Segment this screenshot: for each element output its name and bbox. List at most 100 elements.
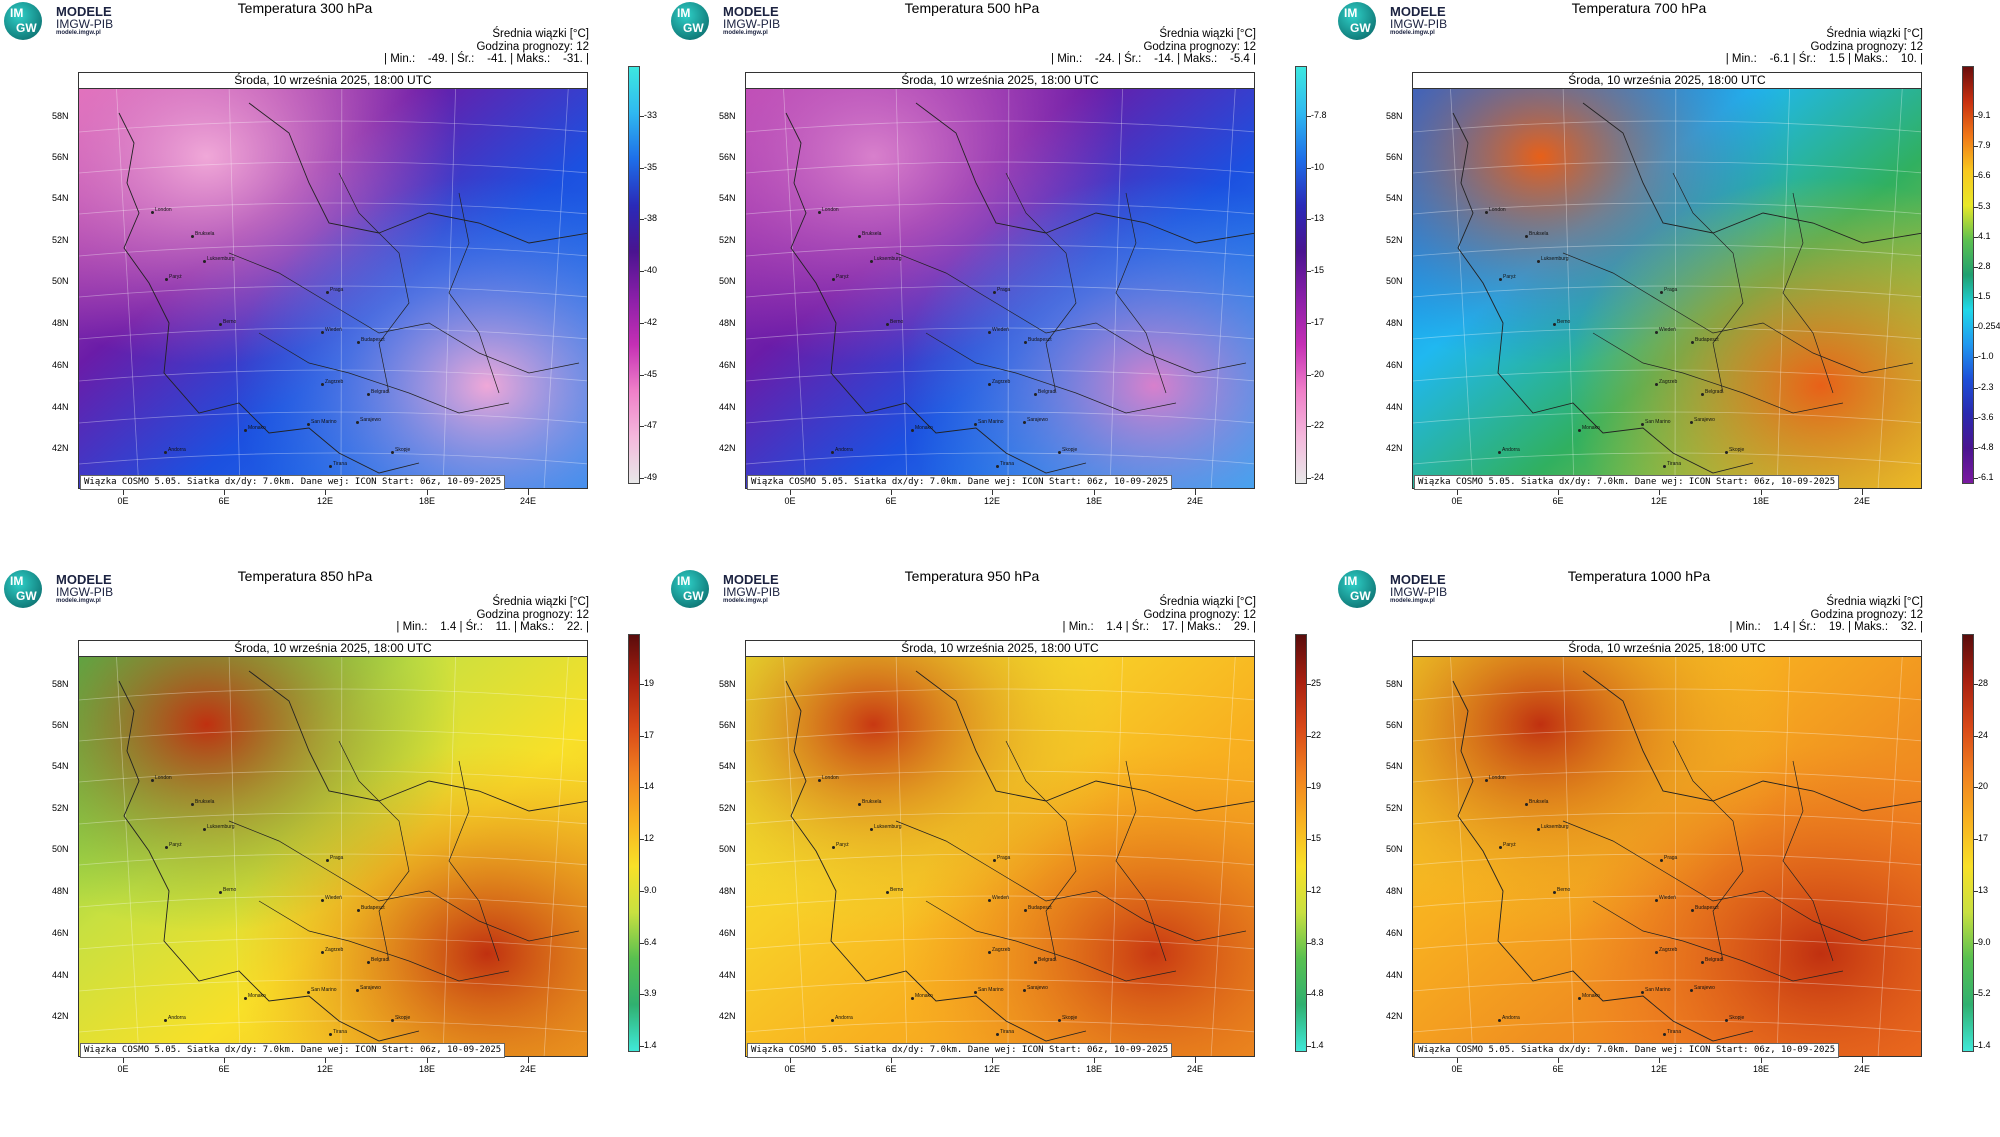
colorbar-tick xyxy=(640,168,644,169)
map-area[interactable]: London Bruksela Paryż Luksemburg Berno Praga W… xyxy=(78,640,588,1057)
city-marker xyxy=(988,899,991,902)
city-label: San Marino xyxy=(978,987,1004,993)
colorbar-label: 4.1 xyxy=(1978,231,1991,241)
logo-line3: modele.imgw.pl xyxy=(56,598,101,604)
min-mean-max: | Min.: -49. | Śr.: -41. | Maks.: -31. | xyxy=(384,53,589,65)
panel-title: Temperatura 300 hPa xyxy=(237,0,373,16)
colorbar-tick xyxy=(1974,237,1978,238)
city-label: Sarajewo xyxy=(360,985,381,991)
stats-box: Średnia wiązki [°C] Godzina prognozy: 12 |… xyxy=(1726,28,1923,66)
city-marker xyxy=(886,323,889,326)
colorbar-tick xyxy=(1307,426,1311,427)
model-footer: Wiązka COSMO 5.05. Siatka dx/dy: 7.0km. … xyxy=(747,1043,1173,1058)
map-area[interactable]: London Bruksela Paryż Luksemburg Berno Praga W… xyxy=(78,72,588,489)
city-label: London xyxy=(1489,775,1506,781)
city-marker xyxy=(1641,423,1644,426)
city-label: Monako xyxy=(1582,425,1600,431)
imgw-logo[interactable]: IM GW MODELE IMGW-PIB modele.imgw.pl xyxy=(4,570,124,610)
logo-mark-top: IM xyxy=(677,574,691,588)
colorbar-tick xyxy=(640,736,644,737)
colorbar-label: -4.8 xyxy=(1978,442,1994,452)
city-marker xyxy=(1725,1019,1728,1022)
colorbar-tick xyxy=(640,219,644,220)
lat-label: 48N xyxy=(52,886,69,896)
city-marker xyxy=(1023,421,1026,424)
city-label: Sarajewo xyxy=(1694,417,1715,423)
imgw-logo[interactable]: IM GW MODELE IMGW-PIB modele.imgw.pl xyxy=(1338,570,1458,610)
city-label: Bruksela xyxy=(862,231,882,237)
city-marker xyxy=(1498,1019,1501,1022)
colorbar-tick xyxy=(1307,219,1311,220)
city-marker xyxy=(1655,951,1658,954)
logo-mark xyxy=(1338,2,1376,40)
lat-label: 56N xyxy=(1386,152,1403,162)
city-label: Tirana xyxy=(1667,461,1681,467)
city-marker xyxy=(356,421,359,424)
lat-label: 56N xyxy=(719,152,736,162)
logo-line3: modele.imgw.pl xyxy=(56,30,101,36)
city-label: Praga xyxy=(1664,287,1678,293)
city-marker xyxy=(1023,989,1026,992)
colorbar-tick xyxy=(640,116,644,117)
model-footer: Wiązka COSMO 5.05. Siatka dx/dy: 7.0km. … xyxy=(747,475,1173,490)
city-label: Luksemburg xyxy=(1541,824,1569,830)
colorbar xyxy=(628,66,640,484)
colorbar-label: -42 xyxy=(644,317,658,327)
city-marker xyxy=(988,383,991,386)
logo-mark-bottom: GW xyxy=(16,21,37,35)
city-marker xyxy=(326,859,329,862)
map-area[interactable]: London Bruksela Paryż Luksemburg Berno Praga W… xyxy=(745,640,1255,1057)
city-marker xyxy=(1660,859,1663,862)
colorbar-label: -2.3 xyxy=(1978,382,1994,392)
city-marker xyxy=(870,260,873,263)
colorbar-tick xyxy=(1974,891,1978,892)
city-label: Praga xyxy=(1664,855,1678,861)
panel-title: Temperatura 1000 hPa xyxy=(1567,568,1711,584)
city-label: Bruksela xyxy=(1529,799,1549,805)
map-area[interactable]: London Bruksela Paryż Luksemburg Berno Praga W… xyxy=(1412,640,1922,1057)
colorbar-label: 1.4 xyxy=(1978,1040,1991,1050)
city-marker xyxy=(1525,803,1528,806)
city-label: Budapeszt xyxy=(361,905,385,911)
lat-label: 42N xyxy=(1386,1011,1403,1021)
city-marker xyxy=(357,341,360,344)
colorbar-label: 1.4 xyxy=(644,1040,657,1050)
logo-line3: modele.imgw.pl xyxy=(1390,598,1435,604)
map-area[interactable]: London Bruksela Paryż Luksemburg Berno Praga W… xyxy=(745,72,1255,489)
imgw-logo[interactable]: IM GW MODELE IMGW-PIB modele.imgw.pl xyxy=(1338,2,1458,42)
lon-label: 24E xyxy=(519,1064,536,1074)
lon-tick xyxy=(1862,1057,1863,1063)
lon-label: 0E xyxy=(784,1064,796,1074)
colorbar-label: -49 xyxy=(644,472,658,482)
city-label: Wiedeń xyxy=(992,327,1009,333)
logo-line1: MODELE xyxy=(1390,572,1446,587)
colorbar-label: 5.3 xyxy=(1978,201,1991,211)
colorbar-tick xyxy=(1974,327,1978,328)
city-label: Wiedeń xyxy=(1659,327,1676,333)
city-marker xyxy=(367,961,370,964)
lon-tick xyxy=(528,1057,529,1063)
city-label: Berno xyxy=(223,887,237,893)
lon-label: 12E xyxy=(1650,1064,1667,1074)
city-label: Berno xyxy=(223,319,237,325)
city-marker xyxy=(356,989,359,992)
city-label: Andorra xyxy=(1502,1015,1520,1021)
lat-label: 44N xyxy=(1386,970,1403,980)
logo-mark-bottom: GW xyxy=(1350,589,1371,603)
colorbar-tick xyxy=(1974,1046,1978,1047)
info-title: Średnia wiązki [°C] xyxy=(1159,28,1256,40)
lon-label: 0E xyxy=(784,496,796,506)
colorbar-tick xyxy=(1974,207,1978,208)
map-area[interactable]: London Bruksela Paryż Luksemburg Berno Praga W… xyxy=(1412,72,1922,489)
city-label: Andorra xyxy=(168,447,186,453)
imgw-logo[interactable]: IM GW MODELE IMGW-PIB modele.imgw.pl xyxy=(671,2,791,42)
colorbar-label: 6.6 xyxy=(1978,170,1991,180)
imgw-logo[interactable]: IM GW MODELE IMGW-PIB modele.imgw.pl xyxy=(671,570,791,610)
colorbar-tick xyxy=(1974,684,1978,685)
valid-date: Środa, 10 września 2025, 18:00 UTC xyxy=(745,72,1255,89)
city-label: Zagrzeb xyxy=(1659,947,1678,953)
city-label: London xyxy=(155,207,172,213)
colorbar-tick xyxy=(1307,943,1311,944)
city-label: Paryż xyxy=(1503,842,1516,848)
imgw-logo[interactable]: IM GW MODELE IMGW-PIB modele.imgw.pl xyxy=(4,2,124,42)
